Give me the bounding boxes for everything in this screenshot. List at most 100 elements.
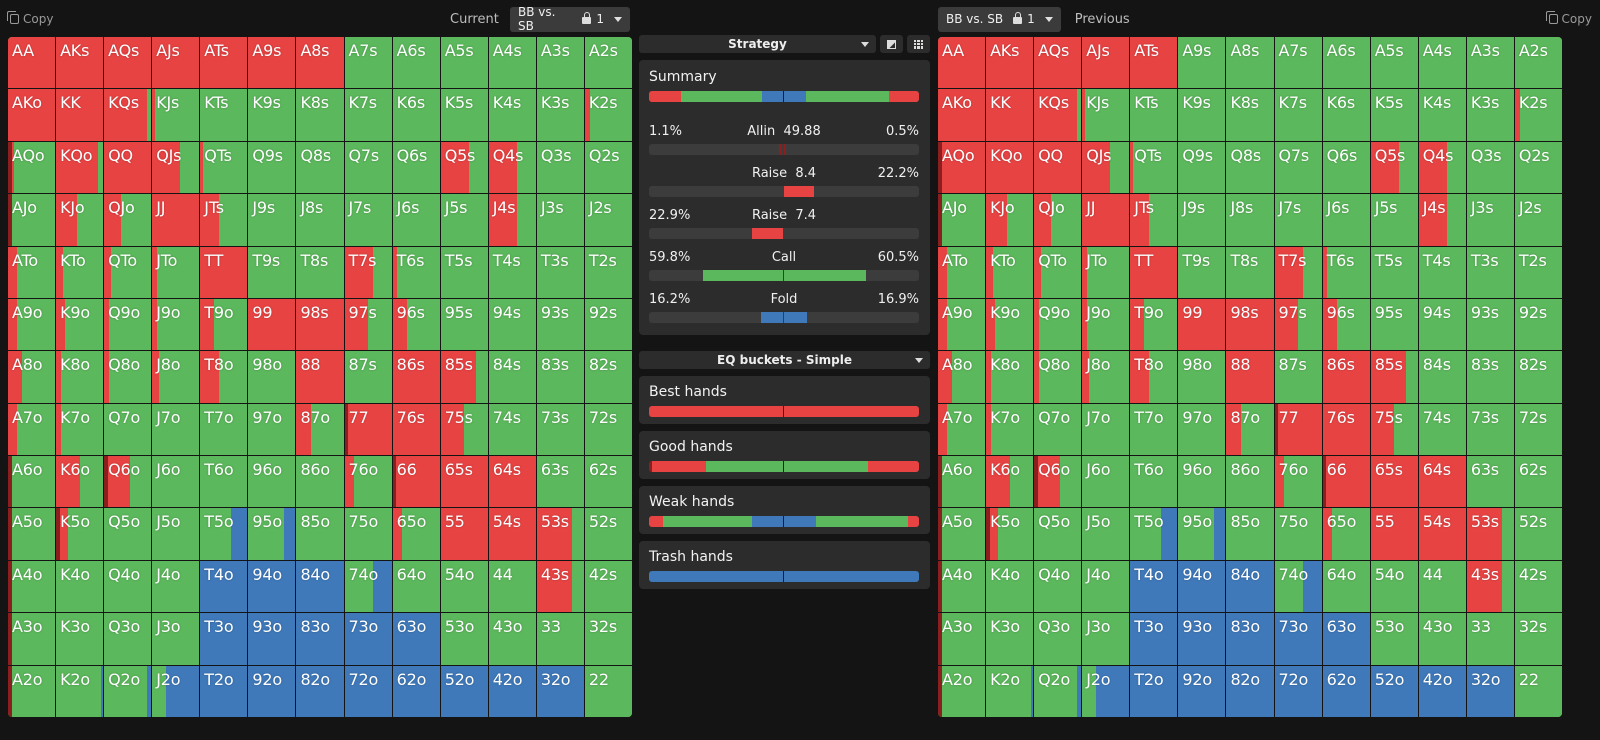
hand-cell[interactable]: 97o [248, 403, 296, 456]
hand-cell[interactable]: 32o [1466, 665, 1514, 717]
hand-cell[interactable]: Q8s [1226, 141, 1274, 194]
hand-cell[interactable]: K4o [986, 560, 1034, 613]
hand-cell[interactable]: 43o [1418, 613, 1466, 665]
hand-cell[interactable]: T4s [1418, 246, 1466, 298]
hand-cell[interactable]: QJs [152, 141, 200, 194]
hand-cell[interactable]: 86o [296, 456, 344, 508]
hand-cell[interactable]: 88 [1226, 351, 1274, 403]
hand-cell[interactable]: 53o [440, 613, 488, 665]
hand-cell[interactable]: J2o [1082, 665, 1130, 717]
hand-cell[interactable]: 42o [1418, 665, 1466, 717]
hand-cell[interactable]: 52o [1370, 665, 1418, 717]
hand-cell[interactable]: Q6s [1322, 141, 1370, 194]
hand-cell[interactable]: J4o [152, 560, 200, 613]
hand-cell[interactable]: 82o [296, 665, 344, 717]
hand-cell[interactable]: K5o [56, 508, 104, 560]
hand-cell[interactable]: 72o [344, 665, 392, 717]
hand-cell[interactable]: K2s [584, 89, 632, 141]
hand-cell[interactable]: 42o [488, 665, 536, 717]
hand-cell[interactable]: T5s [440, 246, 488, 298]
hand-cell[interactable]: T7o [1130, 403, 1178, 456]
hand-cell[interactable]: J9s [1178, 194, 1226, 246]
hand-cell[interactable]: K9o [986, 298, 1034, 351]
hand-cell[interactable]: AA [938, 37, 986, 89]
hand-cell[interactable]: 64o [392, 560, 440, 613]
hand-cell[interactable]: A4s [1418, 37, 1466, 89]
hand-cell[interactable]: A7o [8, 403, 56, 456]
hand-cell[interactable]: 74s [1418, 403, 1466, 456]
hand-cell[interactable]: 93s [536, 298, 584, 351]
hand-cell[interactable]: ATs [1130, 37, 1178, 89]
hand-cell[interactable]: 84s [1418, 351, 1466, 403]
hand-cell[interactable]: 92o [1178, 665, 1226, 717]
hand-cell[interactable]: J9o [1082, 298, 1130, 351]
hand-cell[interactable]: 32s [584, 613, 632, 665]
hand-cell[interactable]: Q4o [1034, 560, 1082, 613]
hand-cell[interactable]: Q4o [104, 560, 152, 613]
hand-cell[interactable]: Q5o [104, 508, 152, 560]
hand-cell[interactable]: K2o [986, 665, 1034, 717]
hand-cell[interactable]: J6s [392, 194, 440, 246]
action-row-call[interactable]: 59.8% Call 60.5% [649, 250, 919, 266]
hand-cell[interactable]: T5o [1130, 508, 1178, 560]
hand-cell[interactable]: 54o [440, 560, 488, 613]
hand-cell[interactable]: 22 [584, 665, 632, 717]
hand-cell[interactable]: K2o [56, 665, 104, 717]
hand-cell[interactable]: 43o [488, 613, 536, 665]
hand-cell[interactable]: A7s [344, 37, 392, 89]
hand-cell[interactable]: J8s [296, 194, 344, 246]
hand-cell[interactable]: 42s [584, 560, 632, 613]
hand-cell[interactable]: 93o [1178, 613, 1226, 665]
action-row-fold[interactable]: 16.2% Fold 16.9% [649, 292, 919, 308]
hand-cell[interactable]: Q8s [296, 141, 344, 194]
hand-cell[interactable]: 84o [1226, 560, 1274, 613]
hand-cell[interactable]: 54s [488, 508, 536, 560]
hand-cell[interactable]: K6s [1322, 89, 1370, 141]
hand-cell[interactable]: 96o [1178, 456, 1226, 508]
hand-cell[interactable]: J7o [1082, 403, 1130, 456]
hand-cell[interactable]: Q6o [104, 456, 152, 508]
hand-cell[interactable]: K5s [440, 89, 488, 141]
hand-cell[interactable]: JTs [200, 194, 248, 246]
hand-cell[interactable]: K7s [344, 89, 392, 141]
hand-cell[interactable]: K9s [248, 89, 296, 141]
hand-cell[interactable]: T3s [536, 246, 584, 298]
hand-cell[interactable]: KJs [1082, 89, 1130, 141]
hand-cell[interactable]: T9o [1130, 298, 1178, 351]
hand-cell[interactable]: J3s [1466, 194, 1514, 246]
hand-cell[interactable]: J7s [1274, 194, 1322, 246]
hand-cell[interactable]: KQs [104, 89, 152, 141]
hand-cell[interactable]: Q2o [104, 665, 152, 717]
hand-cell[interactable]: 83s [1466, 351, 1514, 403]
hand-cell[interactable]: 85s [1370, 351, 1418, 403]
hand-cell[interactable]: T6s [392, 246, 440, 298]
hand-cell[interactable]: Q9o [1034, 298, 1082, 351]
hand-cell[interactable]: 99 [248, 298, 296, 351]
hand-cell[interactable]: 43s [1466, 560, 1514, 613]
hand-cell[interactable]: A6s [392, 37, 440, 89]
hand-cell[interactable]: 33 [536, 613, 584, 665]
hand-cell[interactable]: 85s [440, 351, 488, 403]
hand-cell[interactable]: T9s [248, 246, 296, 298]
hand-cell[interactable]: Q2s [584, 141, 632, 194]
hand-cell[interactable]: K5s [1370, 89, 1418, 141]
hand-cell[interactable]: Q9s [248, 141, 296, 194]
hand-cell[interactable]: J2s [584, 194, 632, 246]
hand-cell[interactable]: 86s [1322, 351, 1370, 403]
hand-cell[interactable]: J7o [152, 403, 200, 456]
hand-cell[interactable]: 75o [344, 508, 392, 560]
hand-cell[interactable]: KTo [56, 246, 104, 298]
hand-cell[interactable]: AQo [938, 141, 986, 194]
hand-cell[interactable]: 93o [248, 613, 296, 665]
hand-cell[interactable]: 94o [248, 560, 296, 613]
hand-cell[interactable]: 98o [1178, 351, 1226, 403]
hand-cell[interactable]: A8s [296, 37, 344, 89]
hand-cell[interactable]: Q4s [488, 141, 536, 194]
hand-cell[interactable]: QTs [1130, 141, 1178, 194]
hand-cell[interactable]: QJo [1034, 194, 1082, 246]
hand-cell[interactable]: J4s [488, 194, 536, 246]
hand-cell[interactable]: 62o [1322, 665, 1370, 717]
hand-cell[interactable]: 52s [1514, 508, 1562, 560]
hand-cell[interactable]: 72o [1274, 665, 1322, 717]
hand-cell[interactable]: J7s [344, 194, 392, 246]
